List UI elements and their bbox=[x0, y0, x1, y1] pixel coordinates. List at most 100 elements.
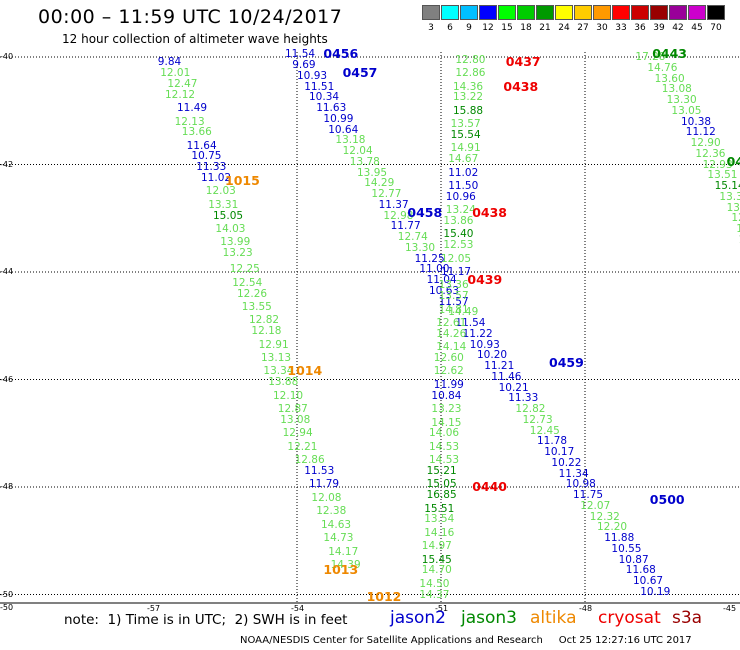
swh-value: 15.54 bbox=[450, 128, 481, 141]
swh-value: 10.75 bbox=[191, 150, 222, 163]
swh-value: 14.53 bbox=[429, 454, 460, 467]
swh-value: 12.60 bbox=[433, 352, 464, 364]
legend-swatch bbox=[422, 5, 440, 20]
swh-value: 11.33 bbox=[508, 392, 539, 405]
lon-label: -48 bbox=[579, 604, 593, 613]
swh-value: 12.54 bbox=[232, 276, 263, 289]
swh-value: 11.21 bbox=[484, 360, 515, 373]
swh-value: 12.01 bbox=[160, 67, 191, 80]
swh-value: 14.81 bbox=[438, 303, 469, 316]
swh-value: 13.36 bbox=[438, 279, 469, 292]
pass-id-label: 0458 bbox=[407, 204, 443, 220]
swh-value: 15.45 bbox=[421, 553, 452, 566]
footer-credit: NOAA/NESDIS Center for Satellite Applica… bbox=[240, 635, 692, 646]
lon-label: -54 bbox=[291, 604, 305, 613]
swh-value: 14.70 bbox=[421, 564, 452, 577]
swh-value: 12.73 bbox=[522, 413, 553, 426]
swh-value: 13.22 bbox=[453, 91, 484, 104]
lon-label: -45 bbox=[723, 604, 737, 613]
swh-value: 11.17 bbox=[441, 266, 472, 278]
swh-value: 11.25 bbox=[414, 252, 445, 265]
swh-value: 14.14 bbox=[436, 341, 467, 354]
legend-label: 3 bbox=[428, 23, 434, 33]
legend-swatch bbox=[650, 5, 668, 20]
satellite-label-altika: altika bbox=[530, 608, 577, 628]
swh-value: 13.78 bbox=[349, 155, 380, 168]
legend-label: 12 bbox=[482, 23, 494, 33]
satellite-label-cryosat: cryosat bbox=[598, 608, 661, 628]
swh-value: 14.17 bbox=[328, 545, 359, 558]
swh-value: 14.15 bbox=[431, 416, 462, 429]
swh-value: 13.86 bbox=[443, 214, 474, 227]
page-subtitle: 12 hour collection of altimeter wave hei… bbox=[62, 32, 328, 46]
swh-value: 13.23 bbox=[431, 403, 462, 416]
swh-value: 13.05 bbox=[671, 104, 702, 117]
swh-value: 13.30 bbox=[405, 241, 436, 254]
swh-value: 12.80 bbox=[455, 53, 486, 66]
swh-value: 10.19 bbox=[640, 585, 671, 598]
swh-value: 13.34 bbox=[263, 365, 294, 378]
swh-value: 14.91 bbox=[450, 142, 481, 155]
swh-value: 15.05 bbox=[213, 209, 244, 222]
legend-swatch bbox=[574, 5, 592, 20]
swh-value: 11.53 bbox=[304, 464, 335, 477]
swh-value: 12.26 bbox=[237, 287, 268, 300]
legend-swatch bbox=[498, 5, 516, 20]
swh-value: 11.88 bbox=[604, 532, 635, 545]
swh-value: 15.0 bbox=[739, 234, 740, 246]
swh-value: 16.85 bbox=[426, 489, 457, 502]
swh-value: 12.20 bbox=[597, 521, 628, 534]
swh-value: 9.84 bbox=[157, 56, 182, 69]
swh-value: 11.78 bbox=[537, 435, 568, 448]
swh-value: 10.87 bbox=[618, 553, 649, 566]
swh-value: 10.98 bbox=[565, 478, 596, 491]
lat-label: -44 bbox=[0, 267, 14, 276]
swh-value: 10.22 bbox=[551, 456, 582, 469]
swh-value: 12.74 bbox=[397, 231, 428, 244]
legend-swatch bbox=[612, 5, 630, 20]
swh-value: 14.37 bbox=[419, 588, 450, 601]
swh-value: 10.21 bbox=[498, 381, 529, 394]
swh-value: 12.10 bbox=[273, 389, 304, 402]
swh-value: 14.63 bbox=[321, 518, 352, 531]
swh-value: 10.96 bbox=[445, 190, 476, 203]
swh-value: 11.50 bbox=[448, 180, 479, 192]
swh-value: 10.55 bbox=[611, 542, 642, 555]
swh-value: 11.63 bbox=[316, 102, 347, 115]
swh-value: 10.20 bbox=[477, 349, 508, 362]
swh-value: 13.18 bbox=[335, 134, 366, 147]
swh-value: 12.91 bbox=[258, 338, 289, 351]
swh-value: 12.05 bbox=[441, 252, 472, 265]
legend-label: 6 bbox=[447, 23, 453, 33]
pass-id-label: 1015 bbox=[225, 172, 260, 188]
swh-value: 10.38 bbox=[681, 115, 712, 128]
swh-value: 12.21 bbox=[287, 440, 318, 453]
swh-value: 11.57 bbox=[438, 295, 469, 308]
swh-value: 11.34 bbox=[558, 467, 589, 480]
pass-id-label: 0438 bbox=[472, 204, 507, 220]
swh-value: 11.49 bbox=[177, 102, 208, 115]
pass-id-label: 1012 bbox=[366, 589, 402, 605]
swh-value: 12.38 bbox=[316, 505, 347, 518]
swh-value: 13.23 bbox=[222, 247, 253, 260]
legend-swatch bbox=[441, 5, 459, 20]
swh-value: 13.31 bbox=[208, 198, 239, 211]
legend-swatch bbox=[479, 5, 497, 20]
swh-value: 11.54 bbox=[285, 48, 316, 61]
pass-id-label: 0440 bbox=[472, 479, 507, 494]
swh-value: 11.04 bbox=[426, 274, 457, 287]
swh-value: 10.63 bbox=[429, 284, 460, 297]
legend-swatch bbox=[631, 5, 649, 20]
swh-value: 13.57 bbox=[438, 290, 469, 303]
lat-label: -50 bbox=[0, 589, 14, 599]
swh-value: 10.17 bbox=[544, 446, 575, 459]
swh-value: 11.46 bbox=[491, 370, 522, 383]
swh-value: 12.98 bbox=[383, 209, 414, 222]
swh-value: 14.06 bbox=[429, 427, 460, 440]
swh-value: 14.76 bbox=[647, 61, 678, 74]
legend-label: 18 bbox=[520, 23, 532, 33]
pass-id-label: 0439 bbox=[467, 272, 503, 288]
swh-value: 14.97 bbox=[421, 540, 452, 553]
swh-value: 14.03 bbox=[215, 223, 246, 235]
swh-value: 12.47 bbox=[167, 77, 198, 90]
